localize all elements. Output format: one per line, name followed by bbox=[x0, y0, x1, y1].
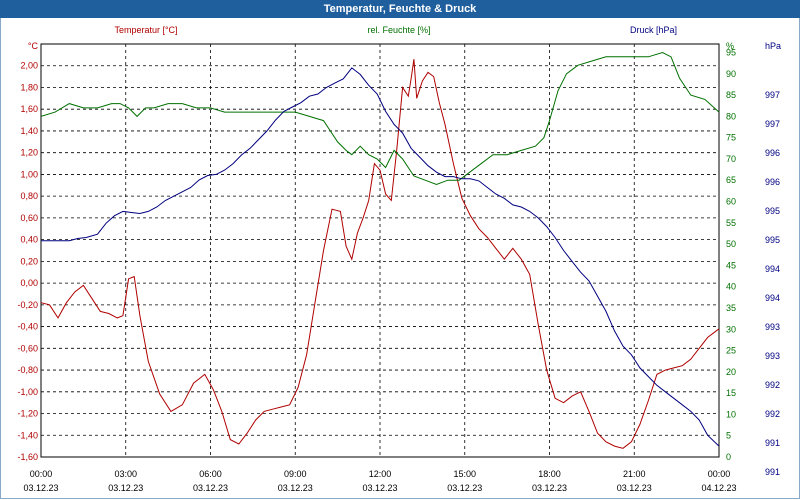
pressure-tick-label: 993 bbox=[765, 351, 780, 361]
temp-tick-label: 0,00 bbox=[20, 278, 38, 288]
series-line-humidity bbox=[40, 51, 720, 186]
x-tick-time: 09:00 bbox=[284, 469, 307, 479]
humidity-tick-label: 70 bbox=[726, 154, 736, 164]
humidity-tick-label: 40 bbox=[726, 282, 736, 292]
pressure-tick-label: 994 bbox=[765, 293, 780, 303]
pressure-tick-label: 996 bbox=[765, 177, 780, 187]
temp-tick-label: -0,60 bbox=[17, 343, 38, 353]
temp-tick-label: 1,40 bbox=[20, 126, 38, 136]
humidity-tick-label: 90 bbox=[726, 69, 736, 79]
x-tick-time: 15:00 bbox=[453, 469, 476, 479]
temp-tick-label: -1,00 bbox=[17, 387, 38, 397]
temp-tick-label: -1,40 bbox=[17, 430, 38, 440]
humidity-unit-label: % bbox=[726, 41, 734, 51]
humidity-tick-label: 35 bbox=[726, 303, 736, 313]
pressure-unit-label: hPa bbox=[765, 41, 781, 51]
x-tick-time: 18:00 bbox=[538, 469, 561, 479]
humidity-tick-label: 65 bbox=[726, 175, 736, 185]
x-tick-time: 00:00 bbox=[30, 469, 53, 479]
humidity-tick-label: 30 bbox=[726, 324, 736, 334]
temp-tick-label: 0,40 bbox=[20, 235, 38, 245]
pressure-tick-label: 991 bbox=[765, 467, 780, 477]
pressure-tick-label: 992 bbox=[765, 409, 780, 419]
window-title: Temperatur, Feuchte & Druck bbox=[0, 0, 800, 18]
series-legend-label: Temperatur [°C] bbox=[114, 25, 177, 35]
x-tick-time: 00:00 bbox=[708, 469, 731, 479]
pressure-tick-label: 992 bbox=[765, 380, 780, 390]
x-tick-date: 03.12.23 bbox=[23, 483, 58, 493]
humidity-tick-label: 50 bbox=[726, 239, 736, 249]
pressure-tick-label: 997 bbox=[765, 119, 780, 129]
humidity-tick-label: 45 bbox=[726, 260, 736, 270]
x-tick-time: 03:00 bbox=[114, 469, 137, 479]
x-tick-date: 03.12.23 bbox=[447, 483, 482, 493]
temp-tick-label: 1,80 bbox=[20, 82, 38, 92]
x-tick-date: 03.12.23 bbox=[532, 483, 567, 493]
series-legend-label: Druck [hPa] bbox=[630, 25, 677, 35]
temp-tick-label: 0,80 bbox=[20, 191, 38, 201]
temp-tick-label: 1,00 bbox=[20, 169, 38, 179]
temp-tick-label: -0,80 bbox=[17, 365, 38, 375]
x-tick-time: 12:00 bbox=[369, 469, 392, 479]
x-tick-time: 21:00 bbox=[623, 469, 646, 479]
temp-tick-label: 1,60 bbox=[20, 104, 38, 114]
temp-tick-label: 0,60 bbox=[20, 213, 38, 223]
humidity-tick-label: 55 bbox=[726, 218, 736, 228]
humidity-tick-label: 0 bbox=[726, 452, 731, 462]
x-tick-date: 03.12.23 bbox=[362, 483, 397, 493]
temp-tick-label: -0,20 bbox=[17, 300, 38, 310]
pressure-tick-label: 993 bbox=[765, 322, 780, 332]
chart-frame: -1,60 -1,40 -1,20 -1,00 -0,80 -0,60 -0,40 -0,20… bbox=[0, 18, 800, 499]
series-line-pressure bbox=[41, 67, 720, 447]
humidity-tick-label: 80 bbox=[726, 111, 736, 121]
humidity-tick-label: 75 bbox=[726, 133, 736, 143]
pressure-tick-label: 991 bbox=[765, 438, 780, 448]
temp-unit-label: °C bbox=[28, 41, 39, 51]
x-tick-date: 03.12.23 bbox=[193, 483, 228, 493]
temp-tick-label: 2,00 bbox=[20, 61, 38, 71]
x-tick-date: 04.12.23 bbox=[701, 483, 736, 493]
humidity-tick-label: 10 bbox=[726, 409, 736, 419]
temperature-humidity-pressure-chart: -1,60 -1,40 -1,20 -1,00 -0,80 -0,60 -0,40 -0,20… bbox=[17, 25, 781, 493]
temp-tick-label: -1,20 bbox=[17, 409, 38, 419]
humidity-tick-label: 25 bbox=[726, 346, 736, 356]
x-tick-time: 06:00 bbox=[199, 469, 222, 479]
humidity-tick-label: 15 bbox=[726, 388, 736, 398]
x-tick-date: 03.12.23 bbox=[617, 483, 652, 493]
humidity-tick-label: 95 bbox=[726, 48, 736, 58]
pressure-tick-label: 996 bbox=[765, 148, 780, 158]
pressure-tick-label: 997 bbox=[765, 90, 780, 100]
temp-tick-label: -1,60 bbox=[17, 452, 38, 462]
temp-tick-label: -0,40 bbox=[17, 322, 38, 332]
series-line-temperature bbox=[40, 59, 720, 449]
humidity-tick-label: 5 bbox=[726, 431, 731, 441]
x-tick-date: 03.12.23 bbox=[108, 483, 143, 493]
temp-tick-label: 1,20 bbox=[20, 148, 38, 158]
pressure-tick-label: 995 bbox=[765, 206, 780, 216]
series-legend-label: rel. Feuchte [%] bbox=[367, 25, 430, 35]
temp-tick-label: 0,20 bbox=[20, 256, 38, 266]
humidity-tick-label: 60 bbox=[726, 197, 736, 207]
humidity-tick-label: 85 bbox=[726, 90, 736, 100]
pressure-tick-label: 994 bbox=[765, 264, 780, 274]
x-tick-date: 03.12.23 bbox=[278, 483, 313, 493]
humidity-tick-label: 20 bbox=[726, 367, 736, 377]
pressure-tick-label: 995 bbox=[765, 235, 780, 245]
